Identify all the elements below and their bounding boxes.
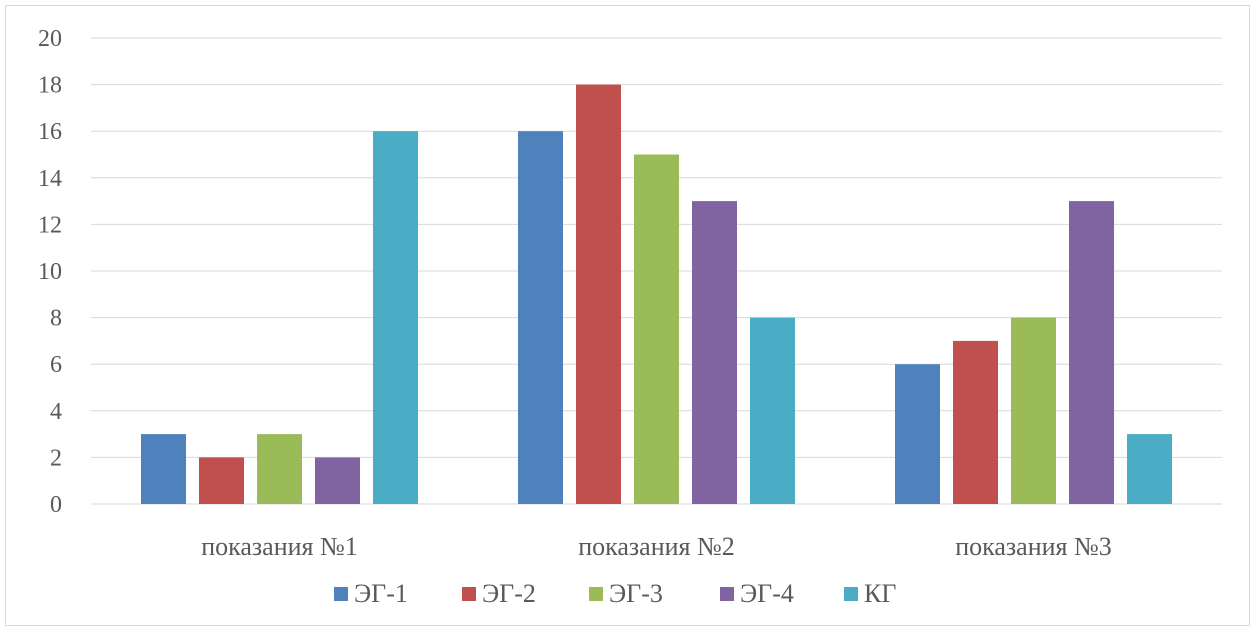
- y-tick-label: 4: [50, 399, 62, 425]
- legend-swatch: [462, 587, 476, 601]
- bar-ЭГ-3-2: [634, 154, 679, 504]
- legend-item-ЭГ-3: ЭГ-3: [589, 579, 663, 608]
- x-category-label: показания №3: [955, 532, 1112, 561]
- bar-ЭГ-3-3: [1011, 317, 1056, 504]
- legend-swatch: [720, 587, 734, 601]
- bar-ЭГ-2-1: [199, 457, 244, 504]
- legend-label: ЭГ-4: [740, 579, 794, 608]
- legend-label: ЭГ-2: [482, 579, 536, 608]
- y-tick-label: 0: [50, 492, 62, 518]
- bar-КГ-2: [750, 317, 795, 504]
- bar-КГ-1: [373, 131, 418, 504]
- legend-label: КГ: [864, 579, 896, 608]
- bar-ЭГ-3-1: [257, 434, 302, 504]
- chart-frame: [5, 5, 1250, 626]
- legend-label: ЭГ-3: [609, 579, 663, 608]
- bar-ЭГ-1-2: [518, 131, 563, 504]
- y-tick-label: 8: [50, 306, 62, 332]
- legend-swatch: [589, 587, 603, 601]
- bar-ЭГ-4-1: [315, 457, 360, 504]
- x-axis-category-labels: показания №1 показания №2 показания №3: [201, 532, 1112, 561]
- legend-item-КГ: КГ: [844, 579, 896, 608]
- legend: ЭГ-1 ЭГ-2 ЭГ-3 ЭГ-4 КГ: [334, 579, 896, 608]
- x-category-label: показания №2: [578, 532, 735, 561]
- bar-ЭГ-2-2: [576, 84, 621, 504]
- bar-ЭГ-2-3: [953, 340, 998, 504]
- y-tick-label: 2: [50, 445, 62, 471]
- bar-ЭГ-4-2: [692, 201, 737, 504]
- legend-item-ЭГ-2: ЭГ-2: [462, 579, 536, 608]
- legend-item-ЭГ-4: ЭГ-4: [720, 579, 794, 608]
- bar-ЭГ-1-1: [141, 434, 186, 504]
- x-category-label: показания №1: [201, 532, 358, 561]
- y-tick-label: 12: [38, 212, 62, 238]
- y-tick-label: 10: [38, 259, 62, 285]
- y-tick-label: 14: [38, 166, 62, 192]
- y-tick-label: 18: [38, 73, 62, 99]
- legend-label: ЭГ-1: [354, 579, 408, 608]
- legend-swatch: [844, 587, 858, 601]
- legend-item-ЭГ-1: ЭГ-1: [334, 579, 408, 608]
- bar-ЭГ-1-3: [895, 364, 940, 504]
- y-tick-label: 6: [50, 352, 62, 378]
- bar-КГ-3: [1127, 434, 1172, 504]
- legend-swatch: [334, 587, 348, 601]
- bar-ЭГ-4-3: [1069, 201, 1114, 504]
- bars: [141, 84, 1172, 504]
- y-tick-label: 20: [38, 26, 62, 52]
- y-axis-tick-labels: 0 2 4 6 8 10 12 14 16 18 20: [38, 26, 62, 518]
- y-tick-label: 16: [38, 119, 62, 145]
